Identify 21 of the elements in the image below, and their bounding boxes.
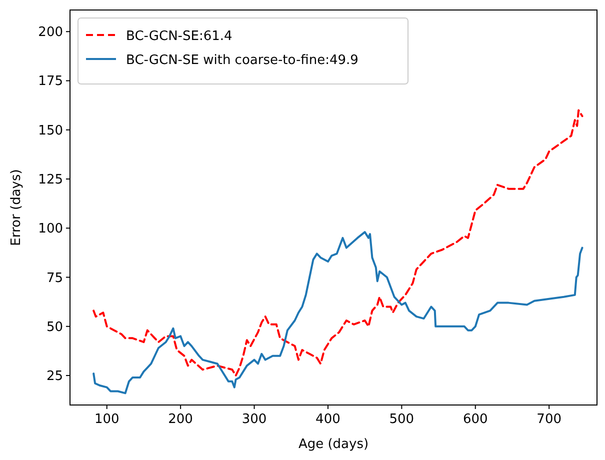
line-series [92,109,584,377]
x-tick-label: 600 [462,412,488,427]
line-series [92,231,584,394]
y-tick-label: 25 [46,369,63,384]
y-tick-label: 50 [46,320,63,335]
x-tick-label: 300 [242,412,267,427]
x-tick-label: 200 [168,412,193,427]
y-tick-label: 100 [38,222,63,237]
x-tick-label: 700 [536,412,562,427]
x-axis-title: Age (days) [298,437,369,452]
legend-label: BC-GCN-SE:61.4 [126,29,232,44]
y-tick-label: 75 [46,270,63,286]
y-tick-label: 175 [38,74,63,90]
y-tick-label: 200 [38,25,63,40]
x-tick-label: 500 [389,412,414,427]
x-tick-label: 100 [94,412,120,427]
y-tick-label: 150 [38,123,63,138]
x-tick-label: 400 [316,412,340,427]
legend-label: BC-GCN-SE with coarse-to-fine:49.9 [126,53,358,68]
y-axis-title: Error (days) [9,169,24,246]
y-tick-label: 125 [38,172,63,188]
